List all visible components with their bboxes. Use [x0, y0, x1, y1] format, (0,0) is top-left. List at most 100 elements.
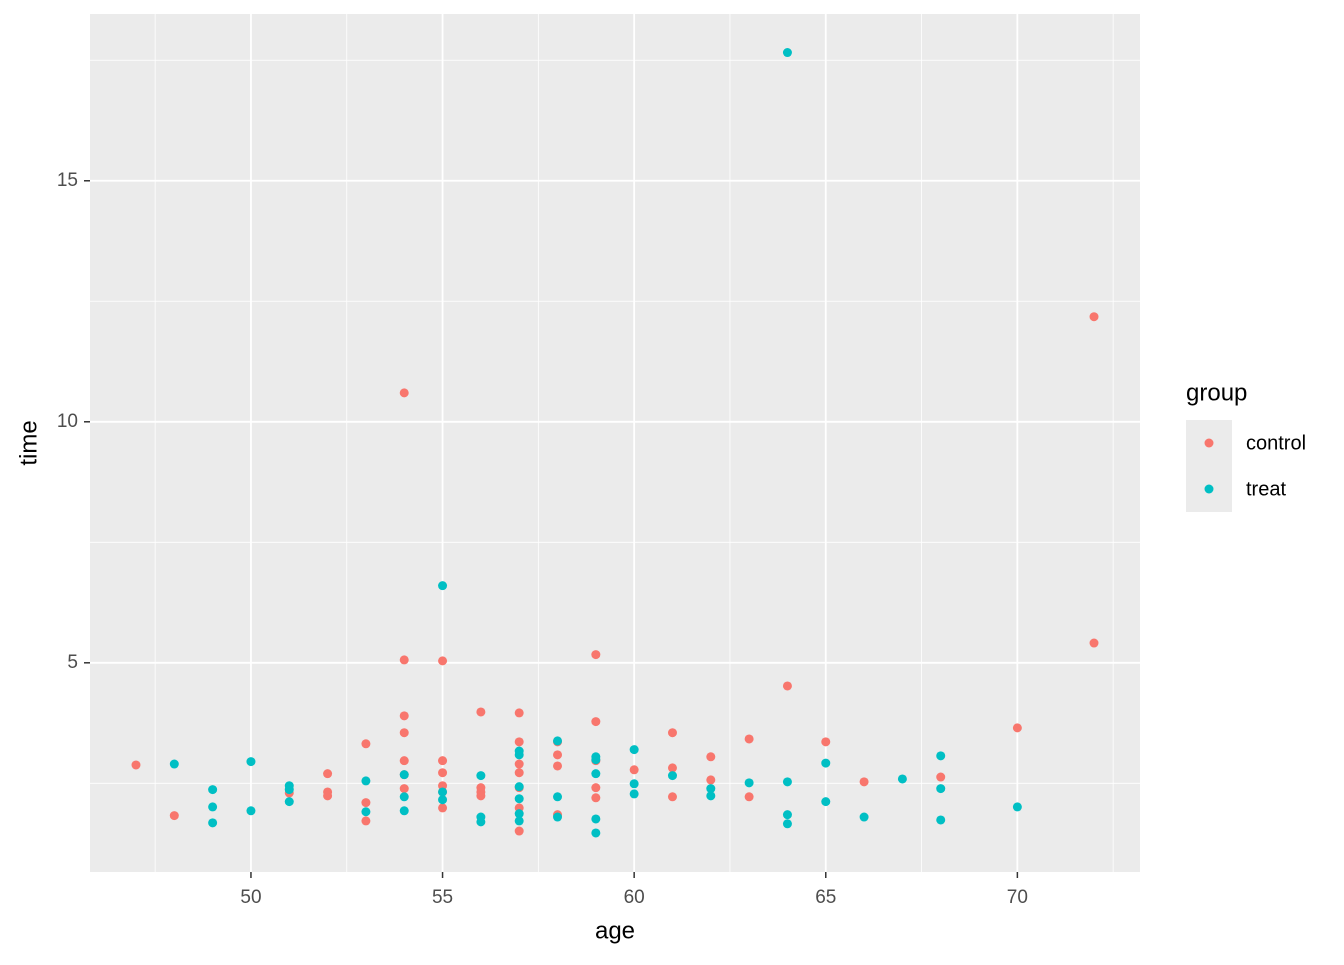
point — [438, 581, 448, 591]
point — [1089, 638, 1099, 648]
point — [169, 759, 179, 769]
y-tick-label: 10 — [57, 411, 78, 432]
point — [591, 717, 601, 727]
point — [399, 655, 409, 665]
point — [438, 787, 448, 797]
x-tick-label: 60 — [624, 887, 645, 908]
legend-label: control — [1246, 432, 1306, 454]
point — [399, 770, 409, 780]
point — [591, 755, 601, 765]
point — [591, 650, 601, 660]
point — [591, 783, 601, 793]
point — [514, 737, 524, 747]
point — [782, 48, 792, 58]
point — [361, 807, 371, 817]
y-axis-title: time — [15, 420, 42, 465]
point — [629, 745, 639, 755]
point — [553, 750, 563, 760]
point — [438, 768, 448, 778]
point — [821, 758, 831, 768]
point — [1089, 312, 1099, 322]
point — [782, 681, 792, 691]
point — [782, 777, 792, 787]
point — [476, 817, 486, 827]
point — [782, 819, 792, 829]
point — [246, 757, 256, 767]
legend-title: group — [1186, 379, 1247, 406]
point — [744, 792, 754, 802]
point — [859, 812, 869, 822]
point — [399, 728, 409, 738]
point — [514, 826, 524, 836]
point — [591, 769, 601, 779]
point — [629, 789, 639, 799]
point — [438, 795, 448, 805]
point — [323, 769, 333, 779]
point — [514, 794, 524, 804]
point — [514, 759, 524, 769]
point — [553, 792, 563, 802]
point — [667, 763, 677, 773]
point — [323, 791, 333, 801]
point — [284, 785, 294, 795]
point — [821, 797, 831, 807]
x-tick-label: 55 — [432, 887, 453, 908]
point — [1012, 723, 1022, 733]
point — [936, 772, 946, 782]
point — [514, 750, 524, 760]
point — [591, 793, 601, 803]
point — [667, 771, 677, 781]
point — [438, 656, 448, 666]
point — [936, 815, 946, 825]
point — [284, 797, 294, 807]
point — [399, 711, 409, 721]
point — [706, 775, 716, 785]
point — [476, 771, 486, 781]
legend-marker — [1204, 438, 1214, 448]
point — [208, 802, 218, 812]
x-tick-label: 50 — [240, 887, 261, 908]
legend-label: treat — [1246, 478, 1286, 500]
point — [476, 707, 486, 717]
point — [399, 784, 409, 794]
point — [208, 785, 218, 795]
point — [514, 708, 524, 718]
point — [553, 736, 563, 746]
point — [438, 781, 448, 791]
point — [629, 765, 639, 775]
point — [361, 816, 371, 826]
point — [706, 784, 716, 794]
point — [667, 792, 677, 802]
point — [514, 782, 524, 792]
point — [399, 388, 409, 398]
point — [821, 737, 831, 747]
panel — [90, 14, 1140, 872]
point — [514, 816, 524, 826]
point — [744, 778, 754, 788]
point — [706, 752, 716, 762]
point — [399, 792, 409, 802]
point — [591, 828, 601, 838]
point — [553, 761, 563, 771]
point — [897, 774, 907, 784]
point — [361, 739, 371, 749]
point — [438, 803, 448, 813]
point — [1012, 802, 1022, 812]
x-tick-label: 70 — [1007, 887, 1028, 908]
point — [438, 756, 448, 766]
point — [553, 812, 563, 822]
point — [744, 734, 754, 744]
point — [131, 760, 141, 770]
point — [591, 814, 601, 824]
x-tick-label: 65 — [815, 887, 836, 908]
y-tick-label: 5 — [67, 652, 78, 673]
point — [629, 779, 639, 789]
point — [399, 756, 409, 766]
point — [667, 728, 677, 738]
y-tick-label: 15 — [57, 170, 78, 191]
point — [514, 809, 524, 819]
point — [936, 784, 946, 794]
x-axis-title: age — [595, 917, 635, 944]
point — [246, 806, 256, 816]
